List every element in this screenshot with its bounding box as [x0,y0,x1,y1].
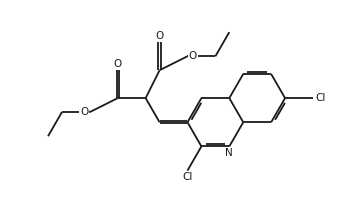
Text: O: O [80,107,88,117]
Text: O: O [114,59,122,69]
Text: N: N [225,148,233,158]
Text: Cl: Cl [316,93,326,103]
Text: O: O [156,31,164,41]
Text: O: O [189,51,197,61]
Text: Cl: Cl [182,172,193,182]
